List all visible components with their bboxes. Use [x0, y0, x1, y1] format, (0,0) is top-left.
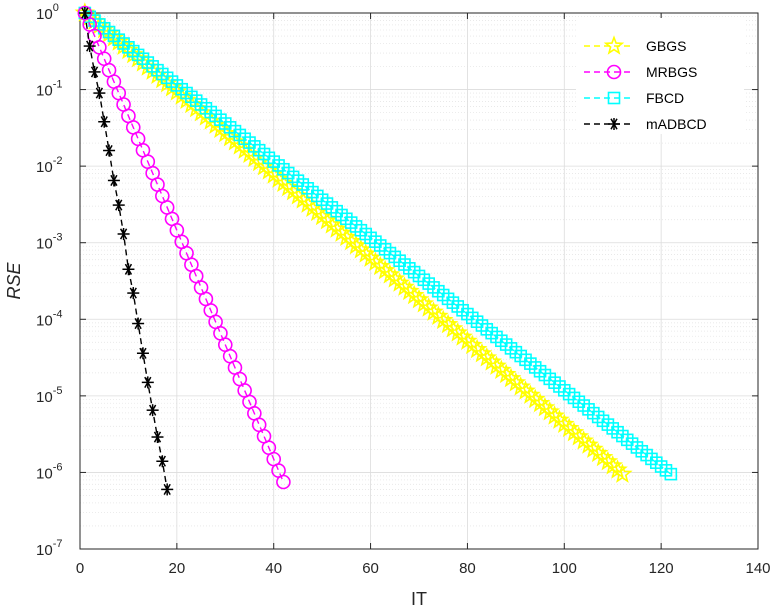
- y-tick-label: 10-7: [36, 538, 62, 559]
- legend-marker: [606, 64, 622, 80]
- series-line-madbcd: [84, 12, 168, 490]
- data-point-madbcd: [136, 347, 149, 360]
- x-tick-label: 120: [649, 560, 674, 577]
- y-tick-label: 10-3: [36, 232, 62, 253]
- data-point-mrbgs: [276, 474, 291, 490]
- series-madbcd: [78, 7, 174, 496]
- y-tick-label: 10-5: [36, 385, 62, 406]
- data-point-madbcd: [93, 87, 106, 100]
- data-point-madbcd: [141, 376, 154, 389]
- x-axis-ticks: 0 20 40 60 80 100 120 140: [76, 13, 771, 577]
- y-tick-label: 10-2: [36, 155, 62, 176]
- x-tick-label: 140: [745, 560, 770, 577]
- x-tick-label: 0: [76, 560, 84, 577]
- legend-item-gbgs: GBGS: [584, 35, 686, 55]
- y-tick-label: 100: [36, 2, 59, 23]
- data-point-madbcd: [146, 404, 159, 417]
- legend-background: [576, 18, 744, 134]
- legend-label: FBCD: [646, 90, 684, 106]
- legend-marker: [607, 91, 621, 105]
- data-point-gbgs: [612, 463, 633, 483]
- x-tick-label: 100: [552, 560, 577, 577]
- data-point-madbcd: [151, 431, 164, 444]
- data-point-madbcd: [88, 65, 101, 78]
- data-point-madbcd: [161, 483, 174, 496]
- data-point-madbcd: [117, 227, 130, 240]
- legend-label: MRBGS: [646, 64, 697, 80]
- data-point-madbcd: [112, 199, 125, 212]
- legend-label: GBGS: [646, 38, 686, 54]
- data-point-madbcd: [107, 174, 120, 187]
- data-point-madbcd: [78, 7, 91, 19]
- legend: GBGS MRBGS FBCD mADBCD: [576, 18, 744, 134]
- data-point-madbcd: [98, 115, 111, 128]
- x-tick-label: 80: [459, 560, 476, 577]
- y-tick-label: 10-6: [36, 461, 62, 482]
- data-point-fbcd: [664, 467, 678, 481]
- legend-item-madbcd: mADBCD: [584, 116, 707, 132]
- series-fbcd: [78, 6, 678, 481]
- data-point-madbcd: [122, 263, 135, 276]
- data-point-madbcd: [103, 144, 116, 157]
- y-axis-label: RSE: [4, 262, 24, 300]
- legend-marker: [603, 35, 625, 55]
- legend-item-mrbgs: MRBGS: [584, 64, 697, 80]
- legend-label: mADBCD: [646, 116, 707, 132]
- data-point-madbcd: [83, 40, 96, 53]
- y-tick-label: 10-4: [36, 308, 62, 329]
- data-point-madbcd: [127, 287, 140, 300]
- series-layer: [74, 2, 678, 496]
- plot-area-frame: [79, 12, 759, 550]
- series-mrbgs: [77, 5, 291, 490]
- x-tick-label: 60: [362, 560, 379, 577]
- y-axis-ticks: 10-7 10-6 10-5 10-4 10-3 10-2 10-1 100: [36, 2, 758, 559]
- x-tick-label: 40: [265, 560, 282, 577]
- data-point-madbcd: [156, 455, 169, 468]
- legend-item-fbcd: FBCD: [584, 90, 684, 106]
- data-point-madbcd: [132, 317, 145, 330]
- x-axis-label: IT: [411, 589, 427, 609]
- legend-marker: [608, 118, 620, 130]
- x-tick-label: 20: [169, 560, 186, 577]
- y-tick-label: 10-1: [36, 79, 62, 100]
